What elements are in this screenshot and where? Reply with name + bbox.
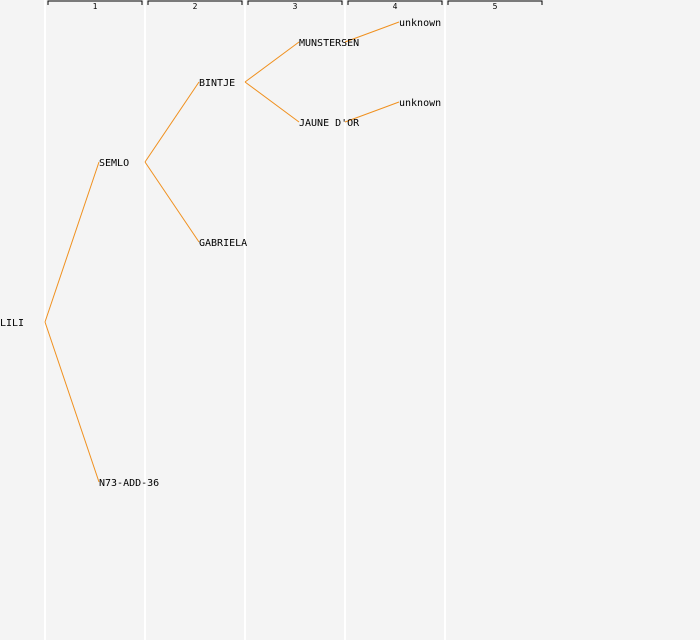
tree-labels: LILI SEMLO BINTJE MUNSTERSEN unknown JAUNE D'… xyxy=(0,18,441,489)
parent-edge xyxy=(344,101,400,123)
ancestor-node-label: GABRIELA xyxy=(199,238,247,249)
generation-bracket xyxy=(47,0,143,5)
parent-edge xyxy=(244,41,300,83)
ancestor-node-label: SEMLO xyxy=(99,158,129,169)
parent-edge xyxy=(44,161,100,323)
tree-edges xyxy=(44,21,400,483)
generation-number: 1 xyxy=(93,2,98,11)
parent-edge xyxy=(144,81,200,163)
generation-number: 5 xyxy=(493,2,498,11)
parent-edge xyxy=(244,81,300,123)
ancestor-node-label: MUNSTERSEN xyxy=(299,38,359,49)
generation-number: 4 xyxy=(393,2,398,11)
generation-header: 1 2 3 4 5 xyxy=(47,0,543,11)
root-node-label: LILI xyxy=(0,318,24,329)
ancestor-node-label: unknown xyxy=(399,98,441,109)
ancestor-node-label: N73-ADD-36 xyxy=(99,478,159,489)
generation-bracket xyxy=(147,0,243,5)
column-separators xyxy=(44,0,446,640)
ancestor-node-label: BINTJE xyxy=(199,78,235,89)
generation-bracket xyxy=(347,0,443,5)
parent-edge xyxy=(344,21,400,43)
generation-bracket xyxy=(247,0,343,5)
ancestor-node-label: unknown xyxy=(399,18,441,29)
parent-edge xyxy=(144,161,200,243)
generation-bracket xyxy=(447,0,543,5)
ancestor-node-label: JAUNE D'OR xyxy=(299,118,360,129)
parent-edge xyxy=(44,321,100,483)
generation-number: 3 xyxy=(293,2,298,11)
generation-number: 2 xyxy=(193,2,198,11)
